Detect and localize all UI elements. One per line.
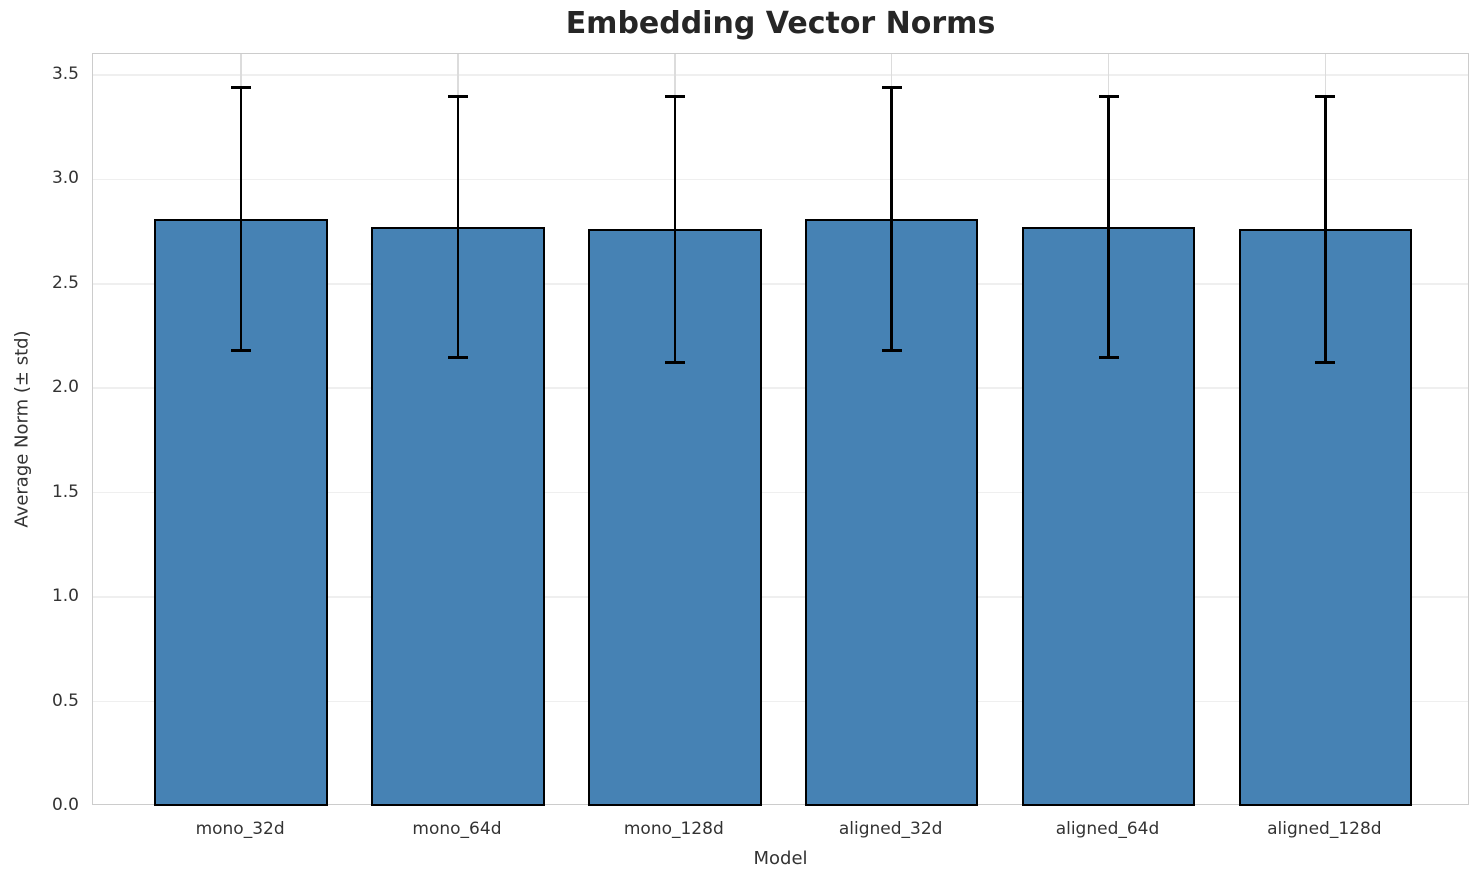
gridline-horizontal: [93, 283, 1468, 285]
error-bar-cap-top: [1098, 95, 1119, 99]
x-tick-label: mono_32d: [195, 819, 285, 839]
error-bar-cap-top: [881, 85, 902, 89]
y-tick-label: 1.5: [51, 481, 79, 502]
error-bar-line: [890, 87, 893, 351]
gridline-horizontal: [93, 178, 1468, 181]
error-bar-cap-top: [447, 95, 468, 99]
error-bar-cap-bottom: [1098, 356, 1119, 360]
error-bar-line: [456, 96, 460, 358]
error-bar-cap-bottom: [664, 360, 685, 364]
y-tick-label: 0.0: [51, 795, 79, 815]
y-tick-label: 0.5: [51, 690, 79, 711]
gridline-horizontal: [93, 387, 1468, 389]
error-bar-line: [673, 96, 677, 363]
x-axis-label: Model: [753, 848, 808, 869]
error-bar-cap-bottom: [231, 349, 252, 353]
gridline-horizontal: [93, 74, 1468, 76]
plot-area: [92, 53, 1469, 806]
chart-title: Embedding Vector Norms: [565, 6, 996, 41]
y-tick-label: 3.5: [51, 63, 79, 84]
gridline-horizontal: [93, 700, 1468, 703]
x-tick-label: aligned_128d: [1267, 819, 1382, 839]
y-tick-label: 3.0: [51, 168, 79, 189]
gridline-horizontal: [93, 491, 1468, 494]
y-tick-label: 1.0: [51, 586, 79, 607]
x-tick-label: aligned_64d: [1055, 819, 1160, 839]
y-tick-label: 2.0: [51, 377, 79, 398]
x-tick-label: aligned_32d: [838, 819, 943, 839]
error-bar-line: [1324, 96, 1327, 363]
bar: [588, 229, 762, 806]
error-bar-cap-top: [664, 95, 685, 99]
error-bar-cap-bottom: [447, 356, 468, 360]
error-bar-cap-top: [231, 85, 252, 89]
x-tick-label: mono_64d: [412, 819, 502, 839]
error-bar-cap-bottom: [1315, 360, 1336, 364]
error-bar-line: [239, 87, 243, 351]
bar: [804, 219, 979, 806]
error-bar-cap-top: [1315, 95, 1336, 99]
error-bar-cap-bottom: [881, 349, 902, 353]
gridline-horizontal: [93, 596, 1468, 598]
x-tick-label: mono_128d: [623, 819, 724, 839]
error-bar-line: [1107, 96, 1110, 358]
y-tick-label: 2.5: [51, 272, 79, 293]
error-bars-layer: [93, 54, 1468, 804]
